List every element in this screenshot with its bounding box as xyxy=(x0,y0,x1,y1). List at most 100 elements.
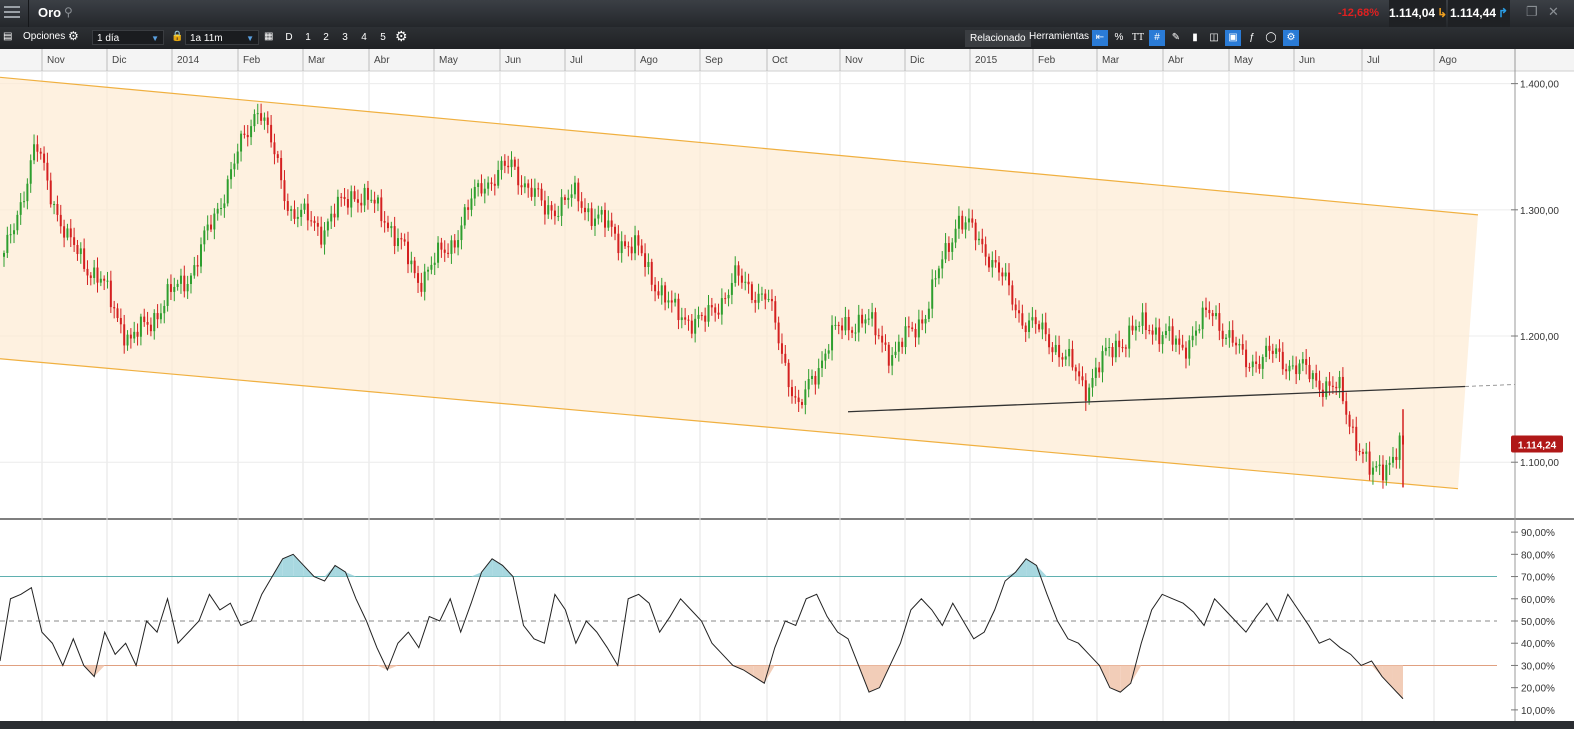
osc-y-tick-label: 90,00% xyxy=(1521,528,1555,539)
period-button-1[interactable]: 1 xyxy=(305,32,311,43)
candle-body xyxy=(497,169,500,186)
candle-body xyxy=(1018,310,1021,314)
period-button-2[interactable]: 2 xyxy=(323,32,329,43)
candle-body xyxy=(1351,426,1354,428)
candle-body xyxy=(126,334,129,346)
candle-body xyxy=(1061,357,1064,360)
x-tick-label: Mar xyxy=(1102,55,1120,66)
gear-icon[interactable]: ⚙ xyxy=(68,29,79,43)
text-size-button[interactable]: TT xyxy=(1131,32,1145,43)
candle-body xyxy=(487,182,490,189)
chart-toolbar: ▤ Opciones ⚙ 1 día ▼ 🔒 1a 11m ▼ ▦ D 1 2 3 … xyxy=(0,27,1574,49)
candle-body xyxy=(470,198,473,210)
candle-body xyxy=(1071,348,1074,368)
last-price-box xyxy=(1511,435,1563,453)
sell-price-button[interactable]: 1.114,04 ↳ xyxy=(1389,0,1447,27)
settings-gear-icon[interactable]: ⚙ xyxy=(395,28,408,44)
buy-price-button[interactable]: 1.114,44 ↱ xyxy=(1448,0,1510,27)
candle-body xyxy=(737,265,740,276)
calendar-icon[interactable]: ▦ xyxy=(264,31,274,42)
candle-body xyxy=(884,342,887,345)
candle-body xyxy=(1205,307,1208,310)
candle-body xyxy=(273,142,276,155)
candle-body xyxy=(1365,451,1368,454)
interval-select[interactable]: 1 día ▼ xyxy=(92,30,164,45)
candle-body xyxy=(821,360,824,369)
candle-body xyxy=(547,205,550,215)
candle-body xyxy=(570,194,573,198)
candle-body xyxy=(43,153,46,163)
candle-body xyxy=(750,284,753,300)
candle-body xyxy=(921,319,924,324)
compare-icon[interactable]: ◫ xyxy=(1209,32,1219,43)
candle-body xyxy=(650,261,653,285)
x-tick-label: Nov xyxy=(47,55,65,66)
candle-body xyxy=(1315,373,1318,381)
candle-body xyxy=(1164,331,1167,336)
candle-body xyxy=(1218,313,1221,331)
candle-body xyxy=(774,301,777,323)
candle-body xyxy=(607,220,610,228)
search-icon[interactable]: ⚲ xyxy=(64,5,73,19)
grid-icon[interactable]: # xyxy=(1149,30,1165,46)
related-button[interactable]: Relacionado xyxy=(965,30,1031,47)
candle-body xyxy=(1338,376,1341,389)
overbought-fill xyxy=(335,565,346,577)
candle-body xyxy=(39,151,42,154)
candle-body xyxy=(460,225,463,241)
candle-body xyxy=(93,267,96,278)
label-icon[interactable]: ◯ xyxy=(1265,32,1277,43)
candle-body xyxy=(1108,347,1111,349)
close-icon[interactable]: ✕ xyxy=(1548,4,1559,19)
candle-body xyxy=(520,185,523,188)
period-button-d[interactable]: D xyxy=(285,32,293,43)
edit-settings-icon[interactable]: ⚙ xyxy=(1283,30,1299,46)
draw-tool-icon[interactable]: ✎ xyxy=(1171,32,1181,43)
overbought-fill xyxy=(1015,558,1027,577)
candle-body xyxy=(1358,450,1361,452)
price-chart[interactable]: Nov Dic 2014 Feb Mar Abr May Jun Jul Ago Sep Oct Nov… xyxy=(0,49,1574,729)
tools-label[interactable]: Herramientas xyxy=(1029,31,1090,42)
maximize-icon[interactable]: ❐ xyxy=(1526,4,1538,19)
candle-body xyxy=(593,218,596,226)
oversold-fill xyxy=(743,665,754,677)
candle-body xyxy=(550,205,553,211)
lock-icon[interactable]: 🔒 xyxy=(171,31,184,42)
candle-body xyxy=(767,298,770,300)
x-tick-label: 2015 xyxy=(975,55,998,66)
candle-body xyxy=(1305,359,1308,365)
osc-y-tick-label: 50,00% xyxy=(1521,617,1555,628)
candle-body xyxy=(1118,340,1121,348)
range-select[interactable]: 1a 11m ▼ xyxy=(185,30,259,45)
candle-body xyxy=(1098,367,1101,373)
candle-body xyxy=(1348,414,1351,427)
crosshair-tool-icon[interactable]: ⇤ xyxy=(1092,30,1108,46)
candle-body xyxy=(780,343,783,354)
candle-body xyxy=(644,253,647,268)
oversold-fill xyxy=(1371,665,1383,677)
hamburger-menu-icon[interactable] xyxy=(4,6,20,20)
candle-body xyxy=(320,226,323,245)
x-tick-label: Nov xyxy=(845,55,863,66)
period-button-5[interactable]: 5 xyxy=(380,32,386,43)
list-icon[interactable]: ▤ xyxy=(3,31,13,42)
candle-body xyxy=(346,199,349,208)
period-button-4[interactable]: 4 xyxy=(361,32,367,43)
candle-body xyxy=(914,328,917,338)
candle-icon[interactable]: ▮ xyxy=(1192,32,1198,43)
candle-body xyxy=(443,249,446,253)
candle-body xyxy=(624,241,627,247)
chart-area[interactable]: Nov Dic 2014 Feb Mar Abr May Jun Jul Ago Sep Oct Nov… xyxy=(0,49,1574,729)
chart-type-icon[interactable]: ▣ xyxy=(1225,30,1241,46)
candle-body xyxy=(1258,364,1261,369)
candle-body xyxy=(1038,324,1041,330)
percent-button[interactable]: % xyxy=(1114,32,1124,43)
support-trendline xyxy=(847,385,1466,413)
indicator-icon[interactable]: ƒ xyxy=(1249,32,1255,43)
candle-body xyxy=(523,183,526,188)
period-button-3[interactable]: 3 xyxy=(342,32,348,43)
candle-body xyxy=(994,259,997,263)
candle-body xyxy=(874,312,877,336)
options-label[interactable]: Opciones xyxy=(23,31,66,42)
candle-body xyxy=(250,126,253,138)
